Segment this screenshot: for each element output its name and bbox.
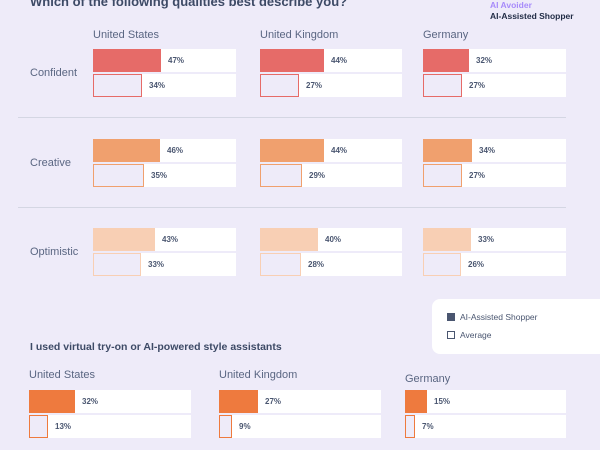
bar-shopper-value-label: 44% [331,146,348,155]
bar-shopper[interactable] [29,390,75,413]
bar-shopper-track: 32% [423,49,566,72]
bar-average-track: 29% [260,164,402,187]
bar-shopper-value-label: 40% [325,235,342,244]
bar-average-value-label: 27% [306,81,323,90]
legend-label: Average [460,330,492,340]
bar-average-track: 27% [260,74,402,97]
bar-shopper-value-label: 43% [162,235,179,244]
country-label: United Kingdom [260,29,339,41]
bar-average[interactable] [93,253,141,276]
bar-average-value-label: 26% [468,260,485,269]
bar-average-track: 27% [423,74,566,97]
country-label: Germany [405,373,451,385]
bar-average[interactable] [93,164,144,187]
bar-average-value-label: 27% [469,171,486,180]
bar-average[interactable] [93,74,142,97]
bar-shopper-track: 43% [93,228,236,251]
filled-square-icon [447,313,455,321]
chart-title: Which of the following qualities best de… [30,0,348,9]
bar-shopper[interactable] [93,228,155,251]
row-divider [18,117,566,118]
bar-average-value-label: 34% [149,81,166,90]
bar-shopper[interactable] [260,228,318,251]
bar-shopper[interactable] [93,49,161,72]
bar-average-track: 26% [423,253,566,276]
country-label: United Kingdom [219,369,298,381]
bar-shopper-value-label: 32% [82,397,99,406]
bar-shopper[interactable] [423,139,472,162]
bar-average-value-label: 13% [55,422,72,431]
bar-shopper-track: 15% [405,390,566,413]
country-label: United States [93,29,160,41]
bar-average-track: 28% [260,253,402,276]
bar-shopper-track: 47% [93,49,236,72]
bar-shopper-value-label: 27% [265,397,282,406]
bar-average[interactable] [29,415,48,438]
row-divider [18,207,566,208]
row-label-creative: Creative [30,157,71,169]
empty-square-icon [447,331,455,339]
bar-average-value-label: 9% [239,422,251,431]
bar-average[interactable] [423,164,462,187]
legend-label: AI-Assisted Shopper [460,312,538,322]
bar-average-track: 7% [405,415,566,438]
bar-average[interactable] [260,164,302,187]
bar-shopper[interactable] [423,228,471,251]
bar-shopper[interactable] [260,49,324,72]
country-label: Germany [423,29,469,41]
bar-shopper-value-label: 44% [331,56,348,65]
tryon-chart-title: I used virtual try-on or AI-powered styl… [30,341,282,353]
top-legend: AI Avoider AI-Assisted Shopper [490,0,574,22]
bar-shopper[interactable] [423,49,469,72]
bar-shopper[interactable] [93,139,160,162]
bar-average-value-label: 7% [422,422,434,431]
bar-average-track: 13% [29,415,191,438]
bar-shopper-track: 46% [93,139,236,162]
bar-shopper-value-label: 47% [168,56,185,65]
bar-average[interactable] [423,74,462,97]
bar-average[interactable] [405,415,415,438]
bar-shopper[interactable] [405,390,427,413]
bar-shopper-track: 44% [260,139,402,162]
bar-average-track: 33% [93,253,236,276]
legend-ai-avoider[interactable]: AI Avoider [490,0,532,10]
bar-shopper[interactable] [219,390,258,413]
bar-average-track: 34% [93,74,236,97]
bar-average[interactable] [219,415,232,438]
bar-average-value-label: 35% [151,171,168,180]
legend-ai-assisted-shopper[interactable]: AI-Assisted Shopper [490,11,574,21]
bar-shopper-track: 33% [423,228,566,251]
bar-shopper-track: 27% [219,390,381,413]
bar-average[interactable] [260,74,299,97]
bar-average-value-label: 28% [308,260,325,269]
bar-average-value-label: 29% [309,171,326,180]
bar-average-track: 27% [423,164,566,187]
bar-average-value-label: 27% [469,81,486,90]
row-label-optimistic: Optimistic [30,246,79,258]
legend-box: AI-Assisted Shopper Average [432,299,600,354]
bar-shopper-track: 44% [260,49,402,72]
row-label-confident: Confident [30,67,78,79]
legend-item-shopper: AI-Assisted Shopper [447,312,537,322]
country-label: United States [29,369,96,381]
bar-average[interactable] [260,253,301,276]
bar-shopper-track: 40% [260,228,402,251]
bar-shopper-value-label: 34% [479,146,496,155]
bar-average-track: 9% [219,415,381,438]
bar-shopper-value-label: 32% [476,56,493,65]
bar-shopper-value-label: 15% [434,397,451,406]
bar-shopper-track: 34% [423,139,566,162]
bar-average-track: 35% [93,164,236,187]
bar-shopper-track: 32% [29,390,191,413]
bar-average-value-label: 33% [148,260,165,269]
bar-shopper-value-label: 33% [478,235,495,244]
bar-shopper-value-label: 46% [167,146,184,155]
bar-average[interactable] [423,253,461,276]
legend-item-average: Average [447,330,492,340]
bar-shopper[interactable] [260,139,324,162]
